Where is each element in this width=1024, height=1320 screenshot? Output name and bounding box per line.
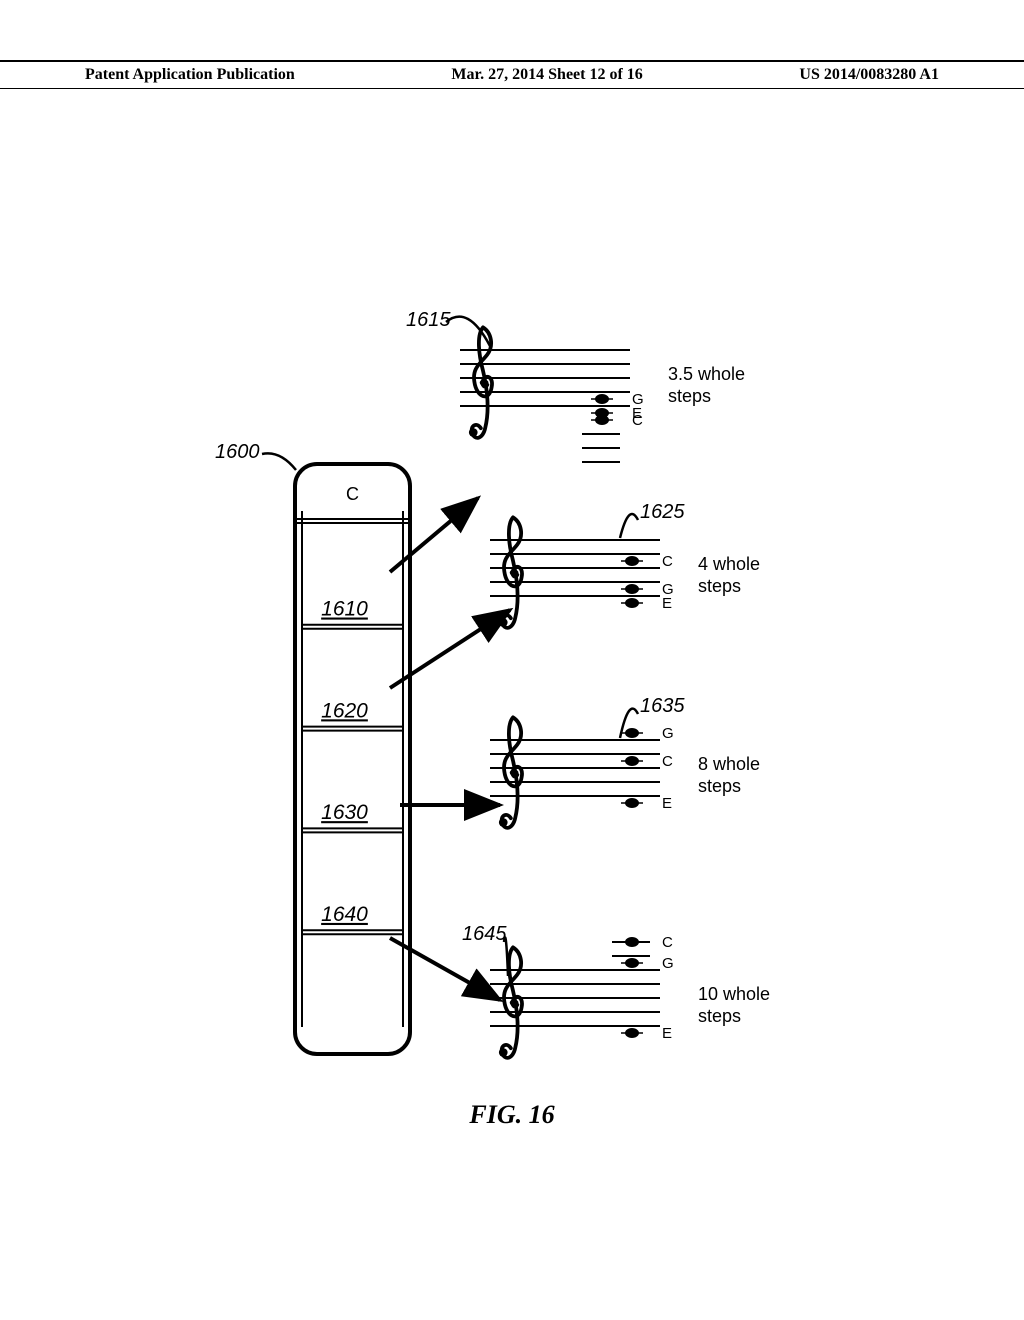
column-segment-label: 1620: [321, 699, 368, 722]
staff-reference-label: 1635: [640, 695, 685, 717]
arrow-line: [390, 938, 500, 1000]
leader-line: [620, 514, 638, 538]
staff-description: 8 whole: [698, 754, 760, 774]
column-reference-label: 1600: [215, 441, 260, 463]
staff-description: 3.5 whole: [668, 364, 745, 384]
note-label: E: [662, 595, 672, 612]
note-label: E: [662, 795, 672, 812]
column-segment-label: 1630: [321, 801, 368, 824]
staff-description: steps: [668, 386, 711, 406]
patent-page: Patent Application Publication Mar. 27, …: [0, 0, 1024, 1320]
page-header: Patent Application Publication Mar. 27, …: [0, 60, 1024, 84]
column-outline: [295, 464, 410, 1054]
header-rule: [0, 88, 1024, 89]
leader-line: [262, 453, 296, 470]
column-segment-label: 1640: [321, 903, 368, 926]
note-label: G: [662, 725, 674, 742]
header-center: Mar. 27, 2014 Sheet 12 of 16: [451, 66, 642, 84]
column-segment-label: 1610: [321, 598, 368, 621]
note-label: C: [632, 412, 643, 429]
treble-clef-icon: [499, 947, 522, 1057]
header-left: Patent Application Publication: [85, 66, 295, 84]
note-label: C: [662, 753, 673, 770]
column-top-label: C: [346, 484, 359, 504]
staff-description: steps: [698, 776, 741, 796]
figure-diagram: C16101620163016401600GEC3.5 wholesteps16…: [0, 140, 1024, 1240]
staff-description: steps: [698, 1006, 741, 1026]
staff-reference-label: 1615: [406, 309, 451, 331]
staff-description: 10 whole: [698, 984, 770, 1004]
staff-reference-label: 1625: [640, 501, 685, 523]
treble-clef-icon: [499, 717, 522, 827]
note-label: C: [662, 934, 673, 951]
figure-caption: FIG. 16: [0, 1100, 1024, 1130]
staff-description: steps: [698, 576, 741, 596]
header-right: US 2014/0083280 A1: [799, 66, 939, 84]
note-label: G: [662, 955, 674, 972]
staff-description: 4 whole: [698, 554, 760, 574]
staff-reference-label: 1645: [462, 923, 507, 945]
note-label: C: [662, 553, 673, 570]
note-label: E: [662, 1025, 672, 1042]
leader-line: [446, 317, 490, 346]
